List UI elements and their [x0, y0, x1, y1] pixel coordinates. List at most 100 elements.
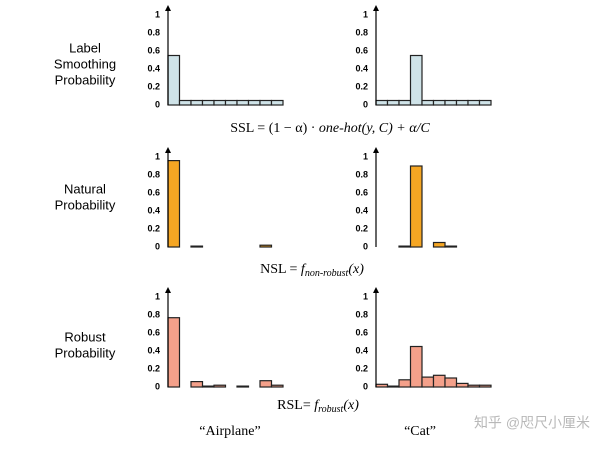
y-tick-label: 0.8 — [355, 309, 368, 319]
bar — [213, 99, 227, 106]
y-tick-label: 0.6 — [147, 187, 160, 197]
y-tick-label: 0.6 — [355, 327, 368, 337]
y-tick-label: 0.6 — [147, 327, 160, 337]
row-labels: Label Smoothing Probability Natural Prob… — [54, 40, 116, 360]
y-tick-label: 0 — [363, 99, 368, 109]
y-tick-label: 0.6 — [147, 45, 160, 55]
formula-part: SSL = (1 − α) · — [230, 121, 319, 136]
axis-arrow — [165, 287, 171, 293]
bar — [213, 384, 227, 388]
bar — [467, 384, 481, 388]
y-tick-label: 0.4 — [355, 205, 368, 215]
axis-arrow — [165, 147, 171, 153]
bar — [375, 383, 389, 388]
y-tick-label: 1 — [155, 9, 160, 19]
bar — [478, 384, 492, 388]
bar — [190, 381, 204, 388]
bar — [190, 245, 204, 248]
bar — [201, 99, 215, 106]
y-tick-label: 0.2 — [355, 81, 368, 91]
formula: NSL = fnon-robust(x) — [260, 262, 364, 279]
row-label: Label — [69, 40, 101, 55]
y-tick-label: 0.2 — [355, 223, 368, 233]
y-tick-label: 0 — [155, 381, 160, 391]
bar — [247, 99, 261, 106]
formula: RSL= frobust(x) — [277, 398, 359, 415]
bar — [398, 245, 412, 248]
y-tick-label: 0 — [155, 241, 160, 251]
bar — [236, 385, 250, 388]
bar — [167, 54, 181, 106]
watermark: 知乎 @咫尺小厘米 — [474, 415, 590, 431]
formula-part: (x) — [348, 262, 364, 277]
bar — [432, 374, 446, 388]
y-tick-label: 0.2 — [147, 363, 160, 373]
y-tick-label: 0.4 — [355, 345, 368, 355]
bar — [444, 99, 458, 106]
y-tick-label: 0.4 — [355, 63, 368, 73]
y-tick-label: 0.8 — [147, 309, 160, 319]
bar — [409, 165, 423, 248]
bar — [398, 99, 412, 106]
formula-part: robust — [318, 404, 343, 415]
column-label: “Cat” — [404, 424, 436, 439]
bar — [444, 377, 458, 388]
axis-arrow — [373, 287, 379, 293]
bar — [224, 99, 238, 106]
axis-arrow — [373, 147, 379, 153]
bar — [190, 99, 204, 106]
formula-part: (x) — [343, 398, 359, 413]
bar — [375, 99, 389, 106]
bar — [270, 99, 284, 106]
y-tick-label: 0 — [155, 99, 160, 109]
y-tick-label: 0.8 — [147, 169, 160, 179]
bar — [455, 382, 469, 388]
bar — [236, 99, 250, 106]
y-tick-label: 0.4 — [147, 205, 160, 215]
bar — [398, 379, 412, 388]
bar — [167, 317, 181, 388]
bar — [178, 99, 192, 106]
row-label: Robust — [64, 329, 106, 344]
bar — [167, 160, 181, 248]
column-label: “Airplane” — [199, 424, 260, 439]
y-tick-label: 0 — [363, 381, 368, 391]
bar — [421, 99, 435, 106]
y-tick-label: 0.6 — [355, 187, 368, 197]
bar — [478, 99, 492, 106]
bar — [270, 384, 284, 388]
bar — [455, 99, 469, 106]
y-tick-label: 0.2 — [355, 363, 368, 373]
formula-part: f — [314, 398, 320, 413]
axis-arrow — [165, 5, 171, 11]
y-tick-label: 0.4 — [147, 63, 160, 73]
row-label: Probability — [55, 197, 116, 212]
y-tick-label: 1 — [155, 291, 160, 301]
y-tick-label: 0.2 — [147, 223, 160, 233]
row-label: Probability — [55, 345, 116, 360]
formula-part: NSL = — [260, 262, 301, 277]
y-tick-label: 0.6 — [355, 45, 368, 55]
formula-part: non-robust — [305, 268, 349, 279]
bar — [432, 241, 446, 248]
row-label: Probability — [55, 72, 116, 87]
y-tick-label: 1 — [363, 151, 368, 161]
y-tick-label: 0 — [363, 241, 368, 251]
bar — [259, 99, 273, 106]
bar — [386, 385, 400, 388]
bar — [467, 99, 481, 106]
y-tick-label: 0.8 — [147, 27, 160, 37]
formula-part: one-hot(y, C) + α/C — [319, 121, 431, 136]
formula: SSL = (1 − α) · one-hot(y, C) + α/C — [230, 121, 430, 136]
formula-part: f — [301, 262, 307, 277]
bar — [421, 376, 435, 388]
y-tick-label: 0.8 — [355, 27, 368, 37]
bar — [259, 244, 273, 248]
bar — [386, 99, 400, 106]
bar — [409, 345, 423, 388]
axis-arrow — [373, 5, 379, 11]
row-label: Natural — [64, 181, 106, 196]
bar — [409, 54, 423, 106]
